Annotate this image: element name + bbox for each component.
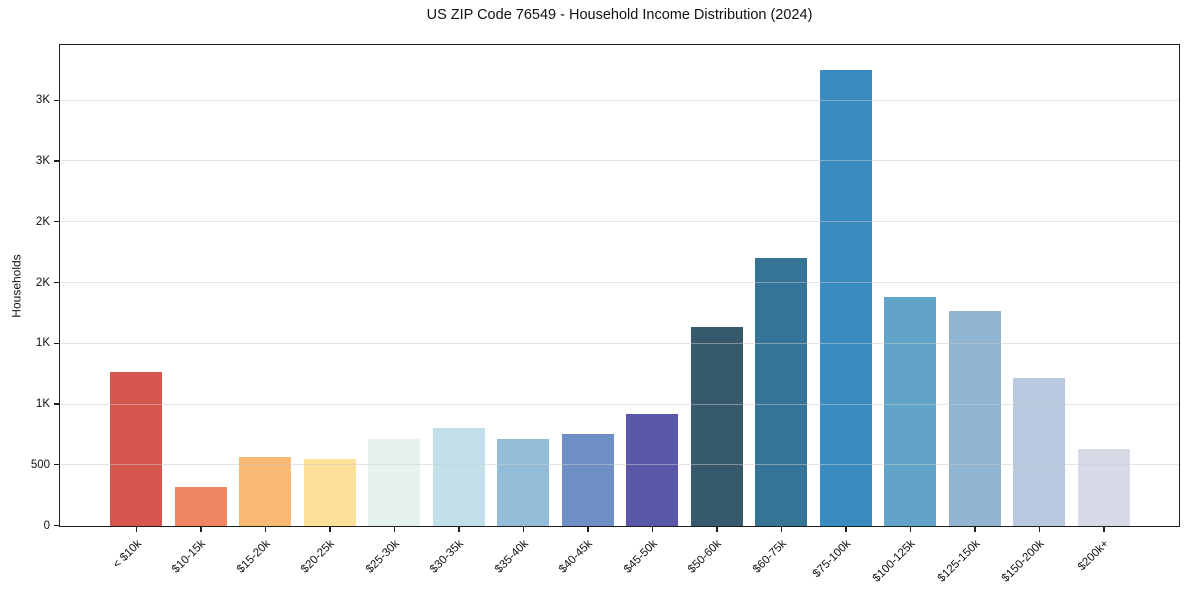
x-tick-label: $10-15k (170, 537, 209, 576)
y-tick-label: 2K (35, 276, 50, 289)
x-tick-mark (845, 527, 847, 532)
x-tick-label: $150-200k (999, 537, 1047, 585)
bar (1013, 377, 1065, 526)
gridline (60, 221, 1179, 223)
y-tick-mark (54, 524, 59, 527)
y-tick-mark (54, 464, 59, 466)
y-tick-label: 1K (35, 337, 50, 350)
y-tick-mark (54, 221, 59, 223)
bar (368, 439, 420, 526)
x-tick-label: $25-30k (363, 537, 402, 576)
x-tick-label: $75-100k (810, 537, 854, 581)
x-tick-label: $100-125k (870, 537, 918, 585)
x-tick-label: $15-20k (234, 537, 273, 576)
x-tick-mark (716, 527, 718, 532)
x-tick-label: $200k+ (1075, 537, 1112, 574)
bar (626, 413, 678, 526)
x-tick-mark (1038, 527, 1041, 532)
x-tick-label: < $10k (110, 537, 144, 571)
bar (432, 427, 485, 526)
y-tick-label: 3K (35, 154, 50, 167)
bar (819, 70, 872, 526)
plot-area (59, 44, 1180, 527)
bar (884, 296, 936, 526)
x-tick-mark (458, 527, 460, 532)
x-tick-mark (135, 527, 138, 532)
bar (690, 326, 743, 526)
bar (110, 371, 162, 526)
bar (239, 457, 291, 526)
y-tick-label: 0 (43, 519, 50, 532)
x-tick-label: $60-75k (750, 537, 789, 576)
bar (1077, 448, 1130, 526)
x-tick-label: $20-25k (299, 537, 338, 576)
y-tick-label: 1K (35, 398, 50, 410)
x-tick-mark (264, 527, 267, 532)
x-tick-label: $40-45k (557, 537, 596, 576)
gridline (60, 403, 1179, 405)
x-tick-mark (329, 527, 331, 532)
x-tick-mark (200, 527, 202, 532)
bar (948, 310, 1001, 526)
x-tick-label: $125-150k (935, 537, 983, 585)
x-tick-label: $30-35k (428, 537, 467, 576)
y-tick-mark (54, 403, 59, 405)
y-tick-label: 500 (30, 458, 50, 471)
x-tick-mark (522, 527, 525, 532)
x-tick-mark (1103, 527, 1105, 532)
x-tick-mark (909, 527, 912, 532)
gridline (60, 160, 1179, 162)
x-tick-mark (780, 527, 783, 532)
gridline (60, 282, 1179, 283)
bar (174, 487, 227, 526)
y-tick-mark (54, 160, 59, 162)
y-tick-label: 3K (35, 94, 50, 107)
x-tick-mark (974, 527, 976, 532)
chart-title: US ZIP Code 76549 - Household Income Dis… (426, 7, 813, 23)
x-tick-label: $35-40k (492, 537, 531, 576)
y-tick-mark (54, 99, 59, 101)
x-tick-mark (651, 527, 654, 532)
x-tick-mark (587, 527, 589, 532)
gridline (60, 99, 1179, 101)
bar (755, 258, 807, 526)
gridline (60, 464, 1179, 466)
y-tick-label: 2K (35, 215, 50, 228)
bar (303, 459, 356, 526)
x-tick-mark (393, 527, 396, 532)
y-tick-mark (54, 281, 59, 284)
bar (561, 433, 614, 526)
x-tick-label: $50-60k (686, 537, 725, 576)
y-tick-mark (54, 342, 59, 344)
gridline (60, 342, 1179, 344)
bar (497, 439, 549, 526)
x-tick-label: $45-50k (621, 537, 660, 576)
